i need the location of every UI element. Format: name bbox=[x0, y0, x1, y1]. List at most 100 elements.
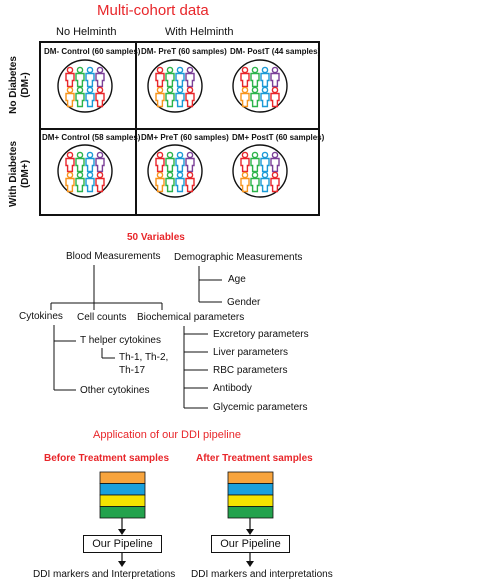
person-head bbox=[76, 171, 84, 179]
before-output-label: DDI markers and Interpretations bbox=[33, 569, 176, 580]
person-head bbox=[176, 151, 184, 159]
person-body bbox=[165, 177, 175, 193]
person-body bbox=[165, 92, 175, 108]
person-head bbox=[176, 86, 184, 94]
demographic-measurements: Demographic Measurements bbox=[174, 252, 303, 263]
col-header-no-helminth: No Helminth bbox=[56, 26, 117, 38]
person-body bbox=[250, 157, 260, 173]
person-head bbox=[96, 151, 104, 159]
person-head bbox=[176, 171, 184, 179]
person-head bbox=[166, 86, 174, 94]
person-head bbox=[261, 151, 269, 159]
person-body bbox=[65, 157, 75, 173]
person-body bbox=[270, 157, 280, 173]
person-body bbox=[95, 92, 105, 108]
person-body bbox=[65, 72, 75, 88]
page-title: Multi-cohort data bbox=[97, 2, 209, 19]
person-head bbox=[86, 171, 94, 179]
person-body bbox=[155, 157, 165, 173]
person-head bbox=[251, 86, 259, 94]
col-header-with-helminth: With Helminth bbox=[165, 26, 234, 38]
person-head bbox=[66, 171, 74, 179]
person-head bbox=[261, 171, 269, 179]
person-body bbox=[175, 92, 185, 108]
person-body bbox=[95, 177, 105, 193]
person-head bbox=[271, 66, 279, 74]
person-head bbox=[156, 151, 164, 159]
variables-title: 50 Variables bbox=[127, 232, 185, 243]
person-head bbox=[241, 151, 249, 159]
person-body bbox=[175, 72, 185, 88]
cell-dm-minus-postt: DM- PostT (44 samples) bbox=[230, 47, 321, 56]
person-head bbox=[166, 66, 174, 74]
person-head bbox=[86, 151, 94, 159]
person-head bbox=[251, 151, 259, 159]
after-output-label: DDI markers and interpretations bbox=[191, 569, 333, 580]
t-helper-label: T helper cytokines bbox=[80, 335, 161, 346]
pipeline-title: Application of our DDI pipeline bbox=[93, 429, 241, 441]
person-head bbox=[186, 66, 194, 74]
blood-measurements: Blood Measurements bbox=[66, 251, 161, 262]
person-body bbox=[185, 177, 195, 193]
person-head bbox=[96, 171, 104, 179]
person-head bbox=[241, 66, 249, 74]
after-treatment-label: After Treatment samples bbox=[196, 453, 313, 464]
person-body bbox=[240, 177, 250, 193]
bio-item-excretory: Excretory parameters bbox=[213, 329, 309, 340]
cytokines-label: Cytokines bbox=[19, 311, 63, 322]
sample-group bbox=[147, 59, 203, 113]
person-head bbox=[271, 86, 279, 94]
person-body bbox=[260, 157, 270, 173]
person-head bbox=[241, 86, 249, 94]
person-head bbox=[66, 151, 74, 159]
sample-group bbox=[232, 59, 288, 113]
person-body bbox=[155, 177, 165, 193]
before-treatment-label: Before Treatment samples bbox=[44, 453, 170, 464]
person-body bbox=[240, 72, 250, 88]
person-body bbox=[85, 72, 95, 88]
person-head bbox=[251, 171, 259, 179]
person-head bbox=[156, 66, 164, 74]
person-body bbox=[270, 72, 280, 88]
our-pipeline-box-before: Our Pipeline bbox=[83, 535, 162, 553]
person-body bbox=[250, 177, 260, 193]
person-head bbox=[156, 171, 164, 179]
person-body bbox=[260, 177, 270, 193]
sample-stack bbox=[99, 471, 146, 519]
person-body bbox=[155, 92, 165, 108]
person-body bbox=[85, 177, 95, 193]
person-head bbox=[96, 66, 104, 74]
person-body bbox=[185, 157, 195, 173]
person-head bbox=[271, 171, 279, 179]
person-head bbox=[241, 171, 249, 179]
cell-dm-minus-control: DM- Control (60 samples) bbox=[44, 47, 141, 56]
person-body bbox=[85, 157, 95, 173]
person-head bbox=[261, 86, 269, 94]
person-body bbox=[65, 177, 75, 193]
person-body bbox=[85, 92, 95, 108]
th-subtypes-line1: Th-1, Th-2, bbox=[119, 352, 169, 363]
person-head bbox=[176, 66, 184, 74]
person-head bbox=[86, 86, 94, 94]
person-body bbox=[165, 72, 175, 88]
th-subtypes-line2: Th-17 bbox=[119, 365, 146, 376]
person-body bbox=[75, 72, 85, 88]
person-head bbox=[86, 66, 94, 74]
person-body bbox=[185, 72, 195, 88]
person-body bbox=[75, 177, 85, 193]
person-head bbox=[66, 86, 74, 94]
person-body bbox=[65, 92, 75, 108]
bio-item-rbc: RBC parameters bbox=[213, 365, 288, 376]
person-head bbox=[96, 86, 104, 94]
person-body bbox=[175, 157, 185, 173]
bio-item-liver: Liver parameters bbox=[213, 347, 289, 358]
person-body bbox=[250, 92, 260, 108]
person-head bbox=[186, 171, 194, 179]
person-head bbox=[186, 86, 194, 94]
person-body bbox=[240, 157, 250, 173]
person-body bbox=[270, 177, 280, 193]
sample-group bbox=[57, 144, 113, 198]
